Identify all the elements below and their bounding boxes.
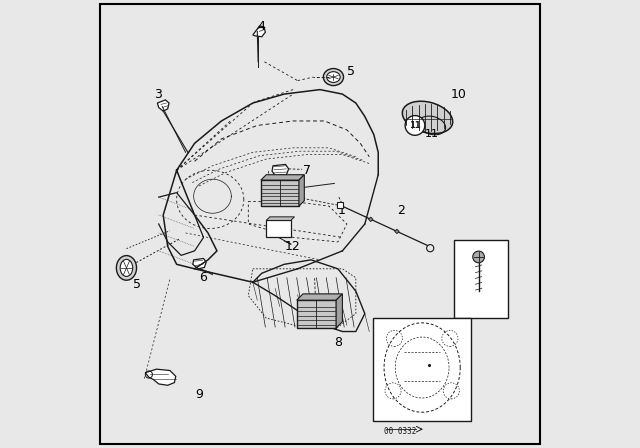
Text: 5: 5 [348, 65, 355, 78]
Bar [266, 220, 291, 237]
Bar [261, 180, 299, 206]
Text: 8: 8 [334, 336, 342, 349]
Bar [454, 240, 508, 318]
Polygon shape [272, 164, 289, 176]
Polygon shape [297, 294, 342, 300]
Text: 4: 4 [257, 20, 265, 34]
Text: 6: 6 [198, 271, 207, 284]
Text: 00 0332: 00 0332 [385, 427, 417, 436]
Ellipse shape [403, 101, 452, 134]
Bar [337, 202, 343, 208]
Polygon shape [299, 175, 305, 206]
Polygon shape [369, 217, 373, 221]
Ellipse shape [326, 72, 340, 82]
Polygon shape [266, 217, 294, 220]
Text: 11: 11 [409, 121, 421, 130]
Polygon shape [145, 369, 176, 385]
Text: 10: 10 [451, 87, 467, 101]
Text: 5: 5 [133, 278, 141, 291]
Bar [297, 300, 336, 328]
Ellipse shape [116, 255, 136, 280]
Polygon shape [395, 229, 399, 234]
Text: 9: 9 [195, 388, 203, 401]
Text: 1: 1 [337, 204, 346, 217]
Ellipse shape [323, 69, 344, 86]
Ellipse shape [120, 259, 132, 276]
Bar [373, 318, 472, 421]
Polygon shape [157, 100, 169, 111]
Polygon shape [261, 175, 305, 180]
Text: 11: 11 [463, 284, 477, 294]
Text: 2: 2 [397, 204, 404, 217]
Text: 12: 12 [284, 240, 300, 253]
Text: 11: 11 [425, 129, 439, 139]
Text: 7: 7 [303, 164, 310, 177]
Polygon shape [193, 258, 206, 269]
Text: 3: 3 [154, 87, 162, 101]
Polygon shape [336, 294, 342, 328]
Circle shape [473, 251, 484, 263]
Circle shape [405, 116, 425, 135]
Polygon shape [253, 26, 266, 37]
